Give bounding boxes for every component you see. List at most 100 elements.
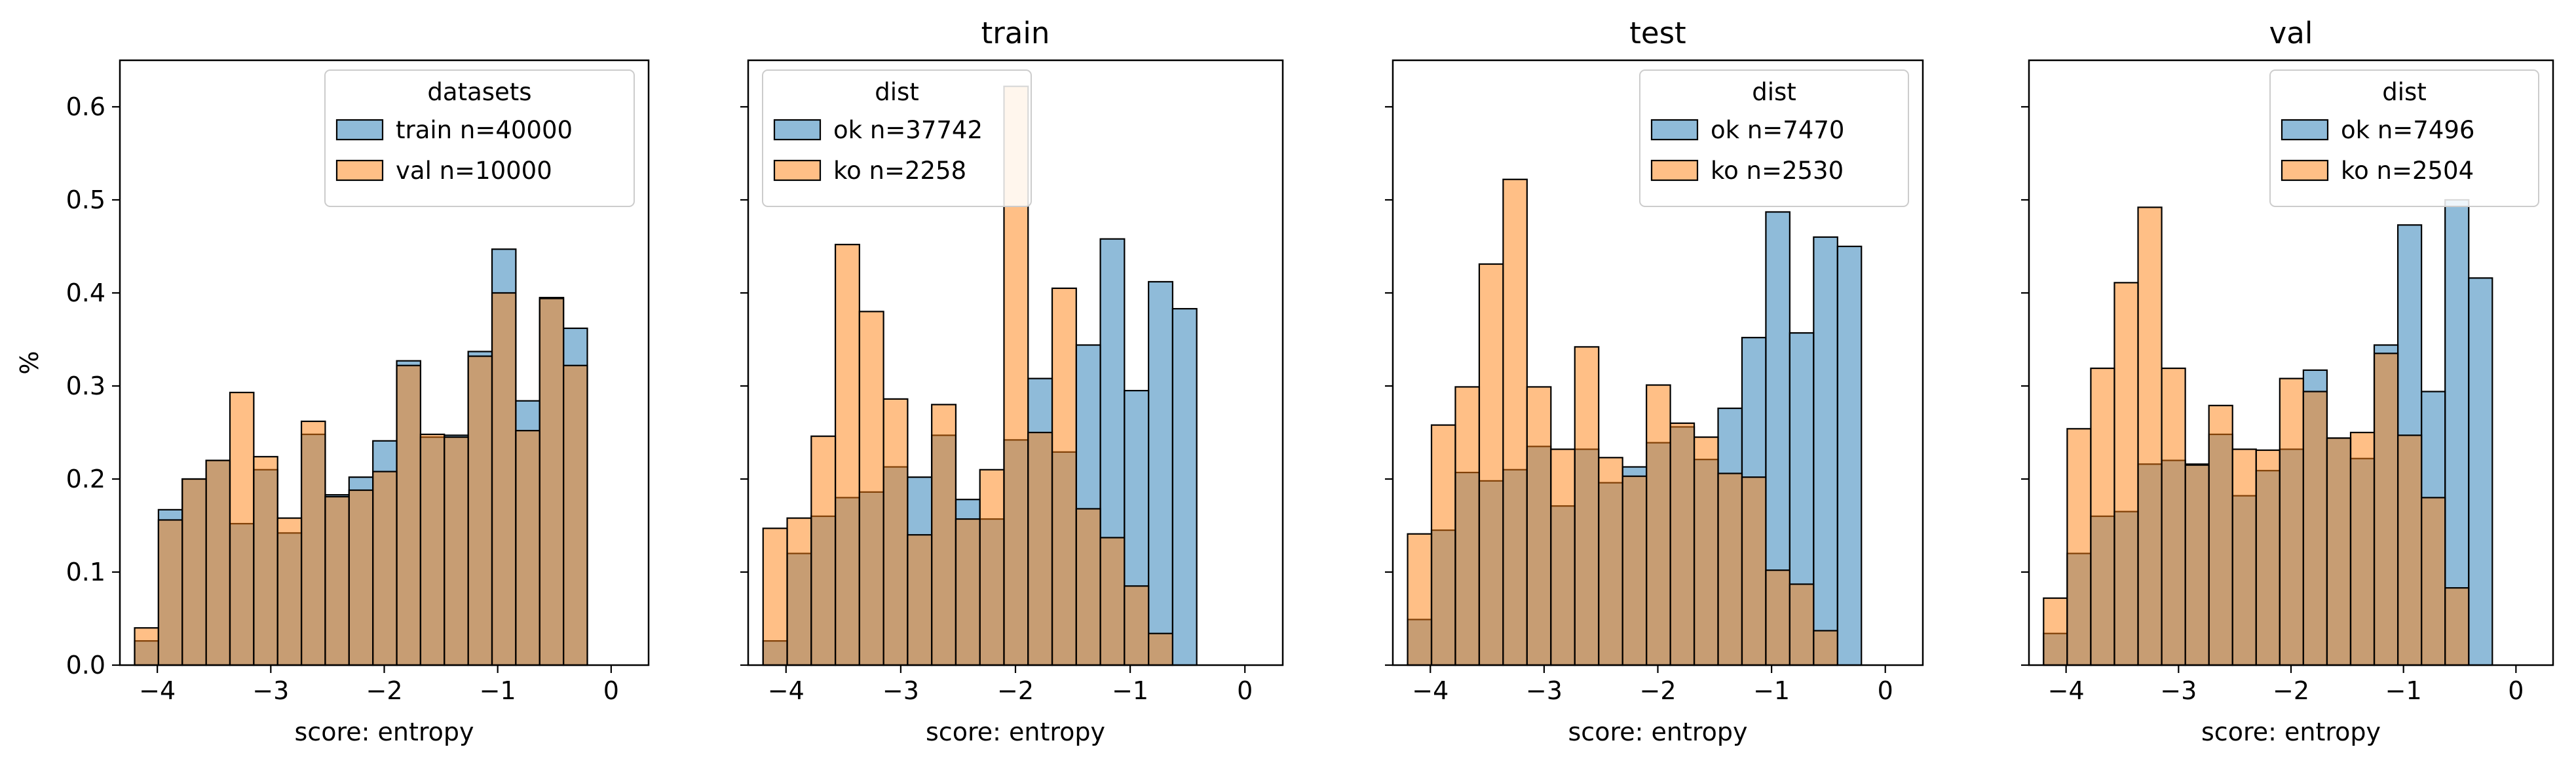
- bar-orange-14: [2349, 431, 2376, 666]
- chart-title: val: [2269, 16, 2313, 50]
- bar-orange-2: [1430, 424, 1456, 666]
- bar-orange-12: [396, 364, 422, 666]
- bar-orange-5: [229, 391, 255, 666]
- y-tick-label: 0.6: [66, 92, 105, 121]
- bar-orange-8: [1574, 346, 1600, 666]
- bar-orange-14: [1717, 472, 1743, 666]
- bar-orange-9: [955, 518, 981, 666]
- bar-orange-16: [1765, 569, 1790, 666]
- bar-orange-5: [858, 311, 884, 666]
- bar-blue-19: [1836, 245, 1863, 666]
- x-tick-label: −2: [997, 676, 1034, 705]
- bar-orange-4: [2113, 282, 2139, 666]
- y-tick-label: 0.5: [66, 185, 105, 214]
- legend-box: [2269, 69, 2539, 207]
- bar-orange-9: [1598, 457, 1623, 666]
- chart-panel-3: −4 −3 −2 −1 0 score: entropy test dist ok n=7470…: [1385, 16, 1924, 746]
- bar-blue-18: [1171, 308, 1198, 666]
- bar-orange-14: [444, 436, 469, 666]
- bar-orange-3: [2090, 367, 2115, 666]
- legend-title: dist: [1752, 78, 1796, 106]
- bar-orange-10: [348, 489, 374, 666]
- x-tick-label: −4: [1412, 676, 1449, 705]
- y-axis-label: %: [15, 351, 44, 374]
- legend-swatch-blue: [773, 119, 822, 141]
- x-tick-label: 0: [1237, 676, 1253, 705]
- bar-orange-2: [157, 519, 183, 666]
- legend-box: [324, 69, 635, 207]
- x-tick-label: −4: [2048, 676, 2085, 705]
- bar-orange-13: [1693, 436, 1719, 666]
- legend-entry-label: ko n=2530: [1711, 157, 1844, 185]
- bar-orange-10: [2255, 449, 2281, 666]
- legend-entry-label: ok n=7470: [1711, 116, 1844, 144]
- bar-orange-4: [834, 244, 860, 666]
- bar-orange-9: [2231, 448, 2257, 666]
- legend: dist ok n=37742 ko n=2258: [762, 69, 1032, 207]
- bar-orange-16: [491, 292, 517, 666]
- bar-orange-11: [372, 470, 398, 666]
- bar-orange-6: [882, 398, 909, 666]
- y-tick-label: 0.4: [66, 278, 105, 307]
- x-tick-label: −2: [2273, 676, 2309, 705]
- chart-title: test: [1629, 16, 1686, 50]
- bar-orange-12: [1669, 422, 1695, 666]
- legend-box: [762, 69, 1032, 207]
- x-tick-label: −2: [366, 676, 402, 705]
- bar-orange-5: [2137, 206, 2163, 666]
- bar-blue-18: [1813, 236, 1838, 666]
- legend-entry-label: val n=10000: [396, 157, 552, 185]
- bar-orange-1: [762, 528, 788, 666]
- bar-orange-18: [539, 298, 565, 666]
- y-tick-label: 0.1: [66, 558, 105, 586]
- legend-swatch-blue: [335, 119, 384, 141]
- legend-swatch-orange: [2281, 159, 2329, 182]
- bar-orange-17: [2421, 497, 2446, 666]
- bar-orange-17: [515, 430, 540, 666]
- x-tick-label: −1: [480, 676, 516, 705]
- x-tick-label: −1: [2385, 676, 2422, 705]
- bar-orange-7: [907, 534, 933, 666]
- y-tick-label: 0.2: [66, 465, 105, 493]
- x-tick-label: −3: [882, 676, 919, 705]
- bar-orange-3: [810, 435, 837, 666]
- bar-orange-13: [419, 433, 445, 666]
- x-tick-label: −2: [1639, 676, 1676, 705]
- legend-entry-label: train n=40000: [396, 116, 573, 144]
- x-axis-label: score: entropy: [2201, 718, 2381, 746]
- bar-orange-1: [134, 627, 159, 666]
- bar-orange-6: [253, 455, 278, 666]
- legend: datasets train n=40000 val n=10000: [324, 69, 635, 207]
- chart-panel-4: −4 −3 −2 −1 0 score: entropy val dist ok n=7496 k…: [2021, 16, 2554, 746]
- x-axis-label: score: entropy: [1568, 718, 1748, 746]
- x-tick-label: −3: [2160, 676, 2197, 705]
- x-tick-label: 0: [2508, 676, 2524, 705]
- bar-orange-5: [1502, 178, 1528, 666]
- legend-swatch-orange: [1650, 159, 1699, 182]
- x-axis-label: score: entropy: [295, 718, 474, 746]
- bar-orange-7: [1550, 448, 1576, 666]
- x-tick-label: −3: [1526, 676, 1563, 705]
- y-tick-label: 0.3: [66, 372, 105, 400]
- y-tick-label: 0.0: [66, 651, 105, 680]
- bar-orange-11: [1646, 384, 1671, 666]
- legend: dist ok n=7470 ko n=2530: [1639, 69, 1909, 207]
- legend-box: [1639, 69, 1909, 207]
- chart-panel-1: −4 −3 −2 −1 0 0.0 0.1 0.2 0.3 0.4 0.5 0.6 score: ent…: [15, 59, 650, 746]
- bar-orange-18: [2444, 587, 2470, 666]
- chart-title: train: [981, 16, 1050, 50]
- bar-orange-14: [1075, 508, 1101, 666]
- bar-orange-2: [2066, 428, 2092, 666]
- bar-orange-13: [1051, 287, 1077, 666]
- bar-orange-1: [1407, 533, 1433, 666]
- bar-orange-8: [2208, 404, 2233, 666]
- bar-orange-9: [324, 495, 350, 666]
- legend-swatch-orange: [773, 159, 822, 182]
- legend-title: datasets: [427, 78, 531, 106]
- x-tick-label: −4: [139, 676, 176, 705]
- bar-orange-17: [1148, 632, 1173, 666]
- bar-orange-15: [467, 355, 493, 666]
- bar-orange-10: [1621, 475, 1648, 666]
- bar-orange-15: [1741, 476, 1767, 666]
- bar-orange-6: [1526, 386, 1552, 666]
